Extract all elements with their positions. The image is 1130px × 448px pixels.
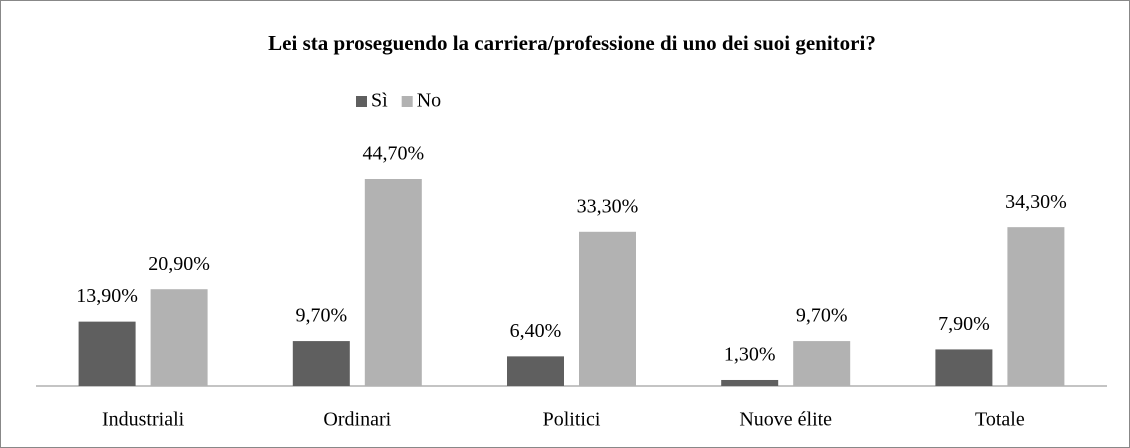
bar [935,349,993,386]
legend-swatch [401,96,413,107]
value-label: 1,30% [724,344,776,366]
value-label: 7,90% [938,313,990,335]
chart-title: Lei sta proseguendo la carriera/professi… [268,31,876,55]
bar [721,379,779,386]
x-tick-label: Industriali [102,409,185,431]
value-label: 13,90% [76,285,138,307]
legend-label: No [417,90,441,112]
value-label: 6,40% [510,320,562,342]
value-label: 33,30% [577,195,639,217]
bar [364,179,422,386]
x-tick-label: Ordinari [323,409,391,431]
bar [1007,227,1065,386]
legend-swatch [356,96,367,107]
bar [793,341,851,386]
bar [150,289,208,386]
bar [579,231,636,386]
bar [507,356,564,386]
value-label: 9,70% [796,305,848,327]
value-label: 34,30% [1005,191,1067,213]
x-tick-label: Politici [543,409,601,431]
bar [78,321,136,386]
legend-label: Sì [371,90,388,112]
bar [292,341,350,386]
value-label: 9,70% [295,305,347,327]
value-label: 44,70% [362,143,424,165]
x-tick-label: Totale [975,409,1025,431]
value-label: 20,90% [148,253,210,275]
x-tick-label: Nuove élite [739,409,832,431]
